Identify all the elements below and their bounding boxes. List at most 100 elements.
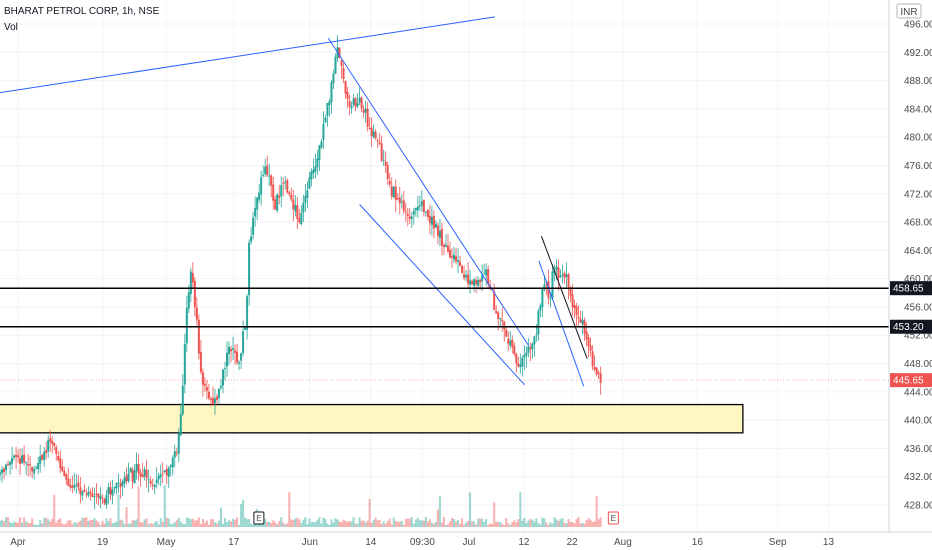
candle-body bbox=[324, 117, 327, 123]
price-axis[interactable]: 496.00 492.00 488.00 484.00 480.00 476.00 472.… bbox=[888, 0, 932, 532]
volume-bar bbox=[11, 523, 14, 527]
currency-badge[interactable]: INR bbox=[896, 3, 922, 19]
volume-bar bbox=[49, 521, 52, 527]
candle-body bbox=[354, 98, 357, 107]
candle-body bbox=[17, 455, 20, 458]
volume-bar bbox=[107, 521, 110, 527]
volume-bar bbox=[440, 522, 443, 527]
candle-body bbox=[205, 386, 208, 391]
candle-body bbox=[11, 458, 14, 464]
candle-body bbox=[438, 230, 441, 239]
volume-bar bbox=[228, 520, 231, 527]
volume-bar bbox=[535, 518, 538, 527]
volume-bar bbox=[392, 517, 395, 527]
support-zone[interactable] bbox=[0, 403, 744, 434]
candle-body bbox=[453, 254, 456, 260]
volume-bar bbox=[230, 521, 233, 527]
volume-bar bbox=[282, 522, 285, 527]
volume-bar bbox=[290, 519, 293, 527]
volume-bar bbox=[501, 523, 504, 527]
candle-body bbox=[223, 368, 226, 370]
candle-body bbox=[115, 482, 118, 489]
candle-body bbox=[557, 267, 560, 278]
volume-bar bbox=[328, 524, 331, 527]
volume-bar bbox=[83, 517, 86, 527]
candle-body bbox=[23, 454, 26, 463]
candle-body bbox=[308, 177, 311, 189]
candle-body bbox=[141, 474, 144, 478]
price-tick-label: 484.00 bbox=[904, 104, 932, 115]
candle-body bbox=[505, 329, 508, 337]
volume-bar bbox=[149, 523, 152, 527]
earnings-marker[interactable]: E bbox=[253, 511, 265, 525]
candle-body bbox=[85, 493, 88, 495]
volume-bar bbox=[467, 520, 470, 527]
volume-bar bbox=[55, 522, 58, 527]
volume-bar bbox=[205, 520, 208, 527]
volume-bar bbox=[23, 517, 26, 527]
earnings-marker[interactable]: E bbox=[607, 511, 619, 525]
volume-bar bbox=[463, 524, 466, 527]
price-tick-label: 432.00 bbox=[904, 472, 932, 483]
trendline bbox=[0, 16, 495, 94]
symbol-title: BHARAT PETROL CORP, 1h, NSE bbox=[4, 6, 160, 17]
volume-bar bbox=[414, 519, 417, 527]
candle-body bbox=[563, 272, 566, 278]
volume-bar bbox=[5, 517, 8, 527]
candle-body bbox=[412, 210, 415, 215]
candle-body bbox=[579, 318, 582, 323]
candle-body bbox=[581, 320, 584, 325]
candle-body bbox=[501, 319, 504, 322]
candle-body bbox=[111, 489, 114, 496]
candle-body bbox=[197, 319, 200, 354]
volume-bar bbox=[177, 518, 180, 527]
time-tick-label: 14 bbox=[365, 537, 377, 548]
volume-bar bbox=[457, 520, 460, 527]
volume-bar bbox=[360, 520, 363, 527]
candle-body bbox=[549, 298, 552, 300]
volume-bar bbox=[384, 523, 387, 527]
volume-bar bbox=[67, 520, 70, 527]
candle-body bbox=[244, 327, 247, 330]
volume-bar bbox=[376, 520, 379, 527]
drawing-lines[interactable] bbox=[0, 16, 889, 387]
volume-bar bbox=[312, 521, 315, 527]
volume-bar bbox=[81, 517, 84, 527]
candle-body bbox=[73, 485, 76, 488]
volume-bar bbox=[63, 524, 66, 527]
price-tick-label: 468.00 bbox=[904, 218, 932, 229]
candle-body bbox=[246, 296, 249, 330]
volume-bar bbox=[354, 523, 357, 527]
time-tick-label: 13 bbox=[823, 537, 835, 548]
volume-bar bbox=[406, 518, 409, 527]
volume-bar bbox=[165, 517, 168, 527]
candle-body bbox=[260, 177, 263, 195]
candle-body bbox=[183, 343, 186, 385]
candle-body bbox=[45, 450, 48, 454]
price-tick-label: 472.00 bbox=[904, 189, 932, 200]
candle-body bbox=[531, 343, 534, 350]
price-tick-label: 460.00 bbox=[904, 274, 932, 285]
volume-bar bbox=[221, 523, 224, 527]
volume-bar bbox=[487, 524, 490, 527]
candle-body bbox=[177, 433, 180, 454]
volume-bar bbox=[137, 486, 140, 527]
candle-body bbox=[561, 274, 564, 276]
candle-body bbox=[334, 56, 337, 74]
earnings-marker-label: E bbox=[256, 514, 261, 523]
time-axis[interactable]: Apr 19 May 17 Jun 14 09:30 Jul 12 22 Aug 16 Sep 13 bbox=[0, 531, 932, 548]
candle-body bbox=[230, 348, 233, 352]
candle-body bbox=[145, 469, 148, 479]
volume-bar bbox=[234, 519, 237, 527]
volume-bar bbox=[352, 517, 355, 527]
candle-body bbox=[284, 181, 287, 183]
candle-body bbox=[298, 218, 301, 223]
volume-bar bbox=[573, 523, 576, 527]
volume-bar bbox=[19, 517, 22, 527]
volume-bar bbox=[209, 519, 212, 527]
volume-bar bbox=[53, 494, 56, 527]
volume-bar bbox=[173, 522, 176, 527]
volume-bar bbox=[557, 520, 560, 527]
